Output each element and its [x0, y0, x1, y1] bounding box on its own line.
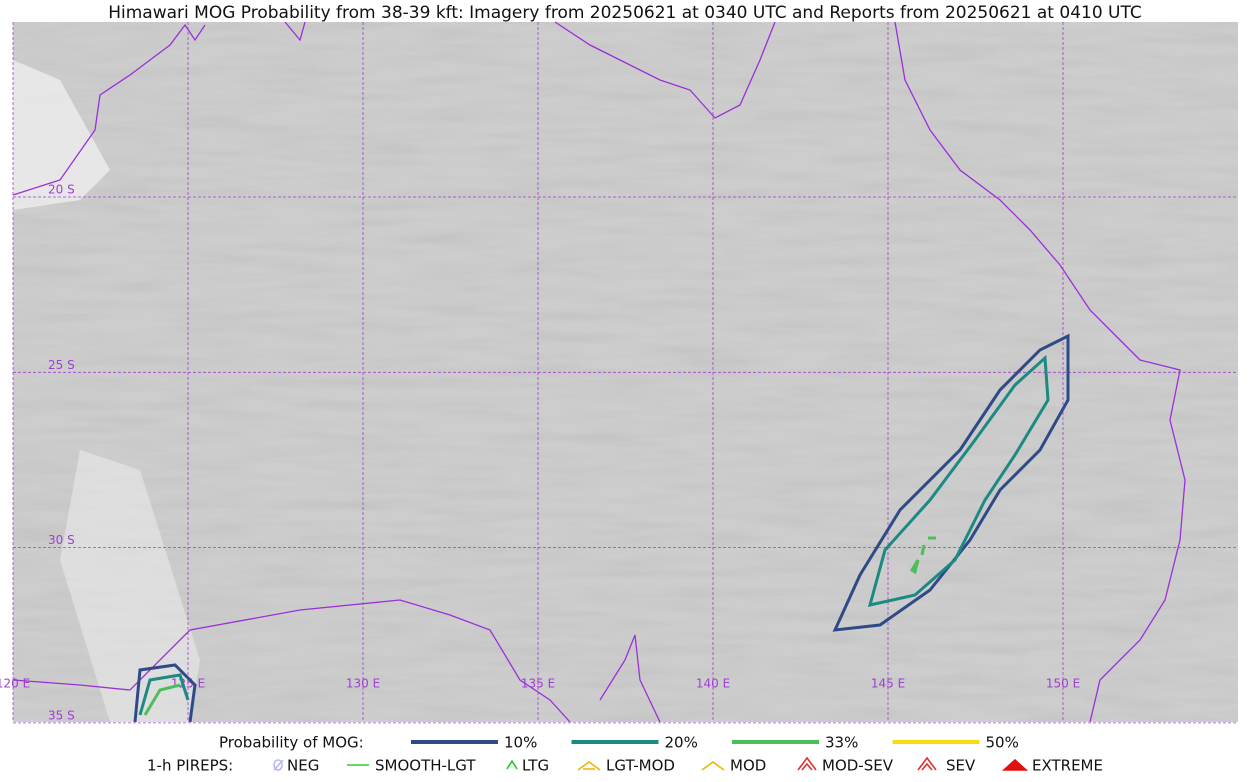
legend-label: 33% — [825, 734, 858, 752]
lon-label: 140 E — [696, 677, 730, 691]
contour-33 — [143, 683, 181, 716]
legend-label: 50% — [986, 734, 1019, 752]
coastline — [554, 21, 776, 119]
legend-title: Probability of MOG: — [219, 734, 364, 752]
lon-label: 150 E — [1046, 677, 1080, 691]
legend-label: 20% — [665, 734, 698, 752]
legend-label: NEG — [287, 757, 319, 775]
coastline — [12, 599, 661, 723]
pirep-symbol — [701, 761, 725, 771]
legend-label: MOD-SEV — [822, 757, 894, 775]
legend-label: SMOOTH-LGT — [375, 757, 476, 775]
lat-label: 20 S — [48, 183, 75, 197]
pirep-symbol — [506, 759, 518, 770]
contour-20 — [138, 673, 190, 716]
pirep-symbol — [1001, 758, 1029, 771]
legend-title: 1-h PIREPS: — [147, 757, 233, 775]
coastline — [12, 23, 206, 196]
legend-label: LTG — [522, 757, 549, 775]
contour-10 — [832, 333, 1070, 632]
pirep-symbol — [917, 756, 937, 771]
legend-label: 10% — [504, 734, 537, 752]
contour-33 — [909, 536, 936, 575]
pirep-symbol — [797, 756, 817, 771]
legend: Probability of MOG: 10% 20% 33% 50% 1-h PIREP… — [147, 734, 1103, 775]
lat-label: 25 S — [48, 358, 75, 372]
pirep-symbol — [577, 761, 601, 771]
contour-10 — [133, 663, 197, 723]
pirep-symbol — [273, 759, 284, 771]
lon-label: 145 E — [871, 677, 905, 691]
coastline — [894, 21, 1186, 723]
coastline — [284, 21, 306, 42]
legend-label: EXTREME — [1032, 757, 1103, 775]
cloud — [60, 450, 200, 722]
lat-label: 30 S — [48, 533, 75, 547]
title: Himawari MOG Probability from 38-39 kft:… — [108, 3, 1142, 23]
legend-label: LGT-MOD — [606, 757, 675, 775]
lon-label: 130 E — [346, 677, 380, 691]
lon-label: 125 E — [171, 677, 205, 691]
lon-label: 120 E — [0, 677, 30, 691]
legend-label: SEV — [946, 757, 976, 775]
contour-20 — [867, 354, 1050, 608]
legend-label: MOD — [730, 757, 766, 775]
lat-label: 35 S — [48, 708, 75, 722]
cloud — [13, 60, 110, 210]
